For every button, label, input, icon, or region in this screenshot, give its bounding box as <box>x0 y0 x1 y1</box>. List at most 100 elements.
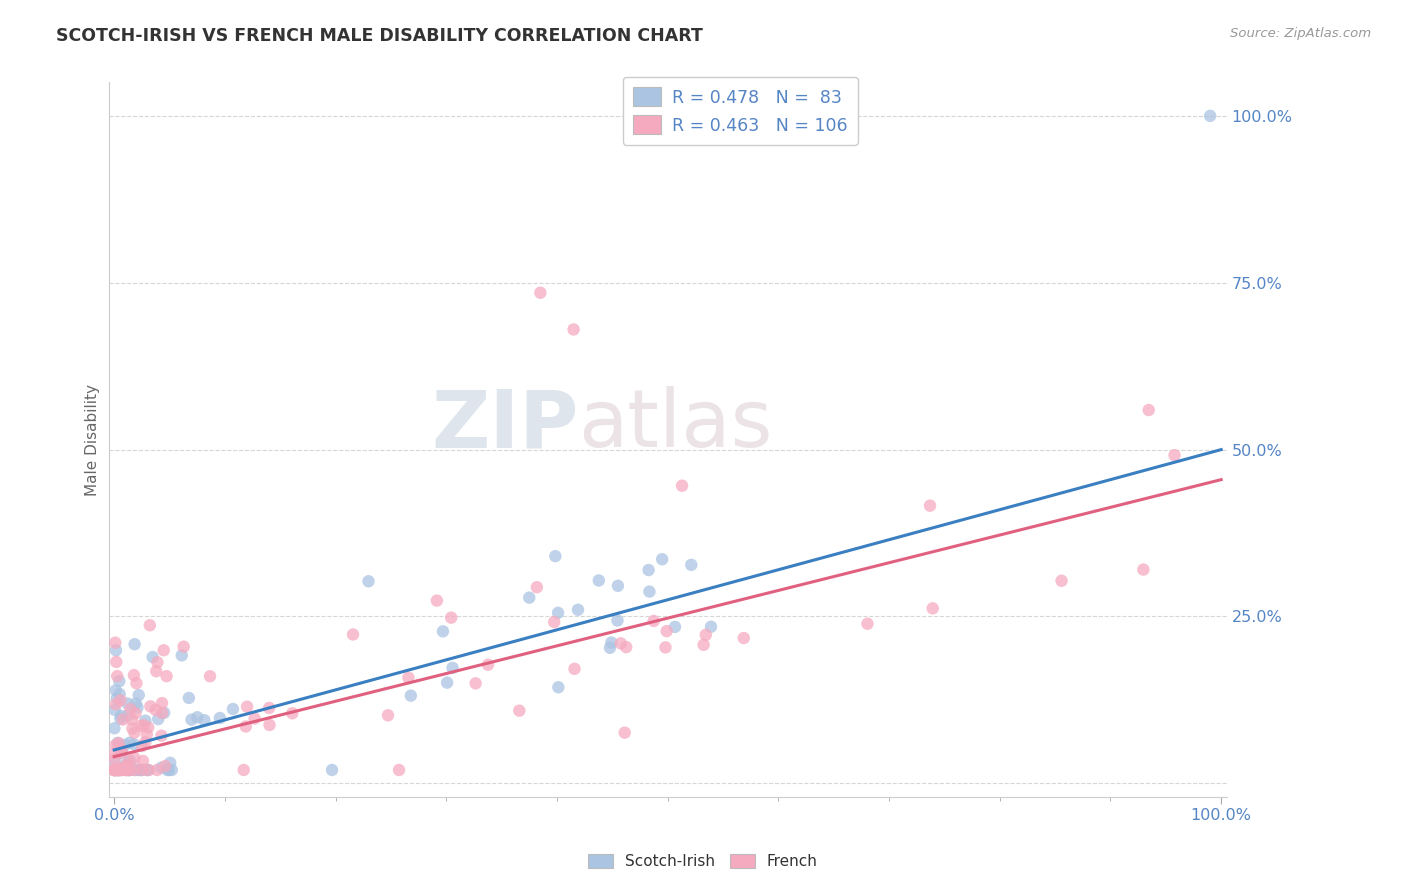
Point <box>134 735 156 749</box>
Point <box>103 763 125 777</box>
Point <box>638 584 661 599</box>
Point <box>136 763 159 777</box>
Point <box>117 763 139 777</box>
Point <box>114 763 136 777</box>
Point <box>111 763 134 777</box>
Point <box>440 610 463 624</box>
Point <box>105 655 128 669</box>
Point <box>108 763 131 777</box>
Point <box>544 549 567 563</box>
Point <box>105 763 128 777</box>
Point <box>134 714 156 728</box>
Point <box>129 763 152 777</box>
Point <box>614 640 637 654</box>
Point <box>104 635 127 649</box>
Legend: R = 0.478   N =  83, R = 0.463   N = 106: R = 0.478 N = 83, R = 0.463 N = 106 <box>623 77 858 145</box>
Point <box>124 725 146 739</box>
Point <box>567 603 589 617</box>
Point <box>700 620 723 634</box>
Point <box>1199 109 1222 123</box>
Point <box>132 718 155 732</box>
Point <box>236 699 259 714</box>
Text: SCOTCH-IRISH VS FRENCH MALE DISABILITY CORRELATION CHART: SCOTCH-IRISH VS FRENCH MALE DISABILITY C… <box>56 27 703 45</box>
Point <box>120 702 142 716</box>
Legend: Scotch-Irish, French: Scotch-Irish, French <box>582 848 824 875</box>
Point <box>170 648 193 663</box>
Point <box>117 708 139 723</box>
Point <box>114 738 136 752</box>
Point <box>108 674 131 689</box>
Point <box>108 763 131 777</box>
Point <box>377 708 399 723</box>
Point <box>104 703 127 717</box>
Point <box>107 763 129 777</box>
Point <box>117 754 139 768</box>
Point <box>115 763 138 777</box>
Point <box>529 285 551 300</box>
Point <box>155 669 177 683</box>
Point <box>637 563 659 577</box>
Point <box>281 706 304 721</box>
Point <box>160 763 183 777</box>
Point <box>198 669 221 683</box>
Point <box>1132 563 1154 577</box>
Point <box>654 640 676 655</box>
Point <box>118 763 141 777</box>
Point <box>193 713 215 727</box>
Text: atlas: atlas <box>578 386 773 465</box>
Point <box>104 763 127 777</box>
Point <box>124 763 146 777</box>
Point <box>526 580 548 594</box>
Point <box>398 671 420 685</box>
Point <box>107 763 129 777</box>
Point <box>110 745 132 759</box>
Point <box>388 763 411 777</box>
Point <box>136 763 159 777</box>
Point <box>643 614 665 628</box>
Point <box>105 691 128 706</box>
Point <box>129 763 152 777</box>
Point <box>399 689 422 703</box>
Point <box>104 763 127 777</box>
Point <box>186 710 208 724</box>
Point <box>564 662 586 676</box>
Point <box>436 675 458 690</box>
Point <box>120 754 142 768</box>
Point <box>104 763 127 777</box>
Point <box>105 763 128 777</box>
Point <box>651 552 673 566</box>
Point <box>671 479 693 493</box>
Point <box>129 719 152 733</box>
Point <box>692 638 714 652</box>
Point <box>104 752 127 766</box>
Point <box>125 676 148 690</box>
Point <box>177 690 200 705</box>
Point <box>150 696 173 710</box>
Point <box>139 699 162 714</box>
Point <box>125 697 148 711</box>
Point <box>132 754 155 768</box>
Point <box>547 680 569 694</box>
Point <box>128 688 150 702</box>
Point <box>152 643 174 657</box>
Point <box>103 763 125 777</box>
Point <box>104 746 127 760</box>
Point <box>464 676 486 690</box>
Point <box>139 618 162 632</box>
Point <box>118 763 141 777</box>
Point <box>104 763 127 777</box>
Point <box>124 706 146 721</box>
Point <box>111 743 134 757</box>
Point <box>599 640 621 655</box>
Point <box>115 763 138 777</box>
Text: Source: ZipAtlas.com: Source: ZipAtlas.com <box>1230 27 1371 40</box>
Point <box>681 558 703 572</box>
Point <box>111 763 134 777</box>
Point <box>243 712 266 726</box>
Point <box>477 657 499 672</box>
Point <box>235 719 257 733</box>
Point <box>131 763 153 777</box>
Point <box>111 746 134 760</box>
Point <box>103 763 125 777</box>
Point <box>426 593 449 607</box>
